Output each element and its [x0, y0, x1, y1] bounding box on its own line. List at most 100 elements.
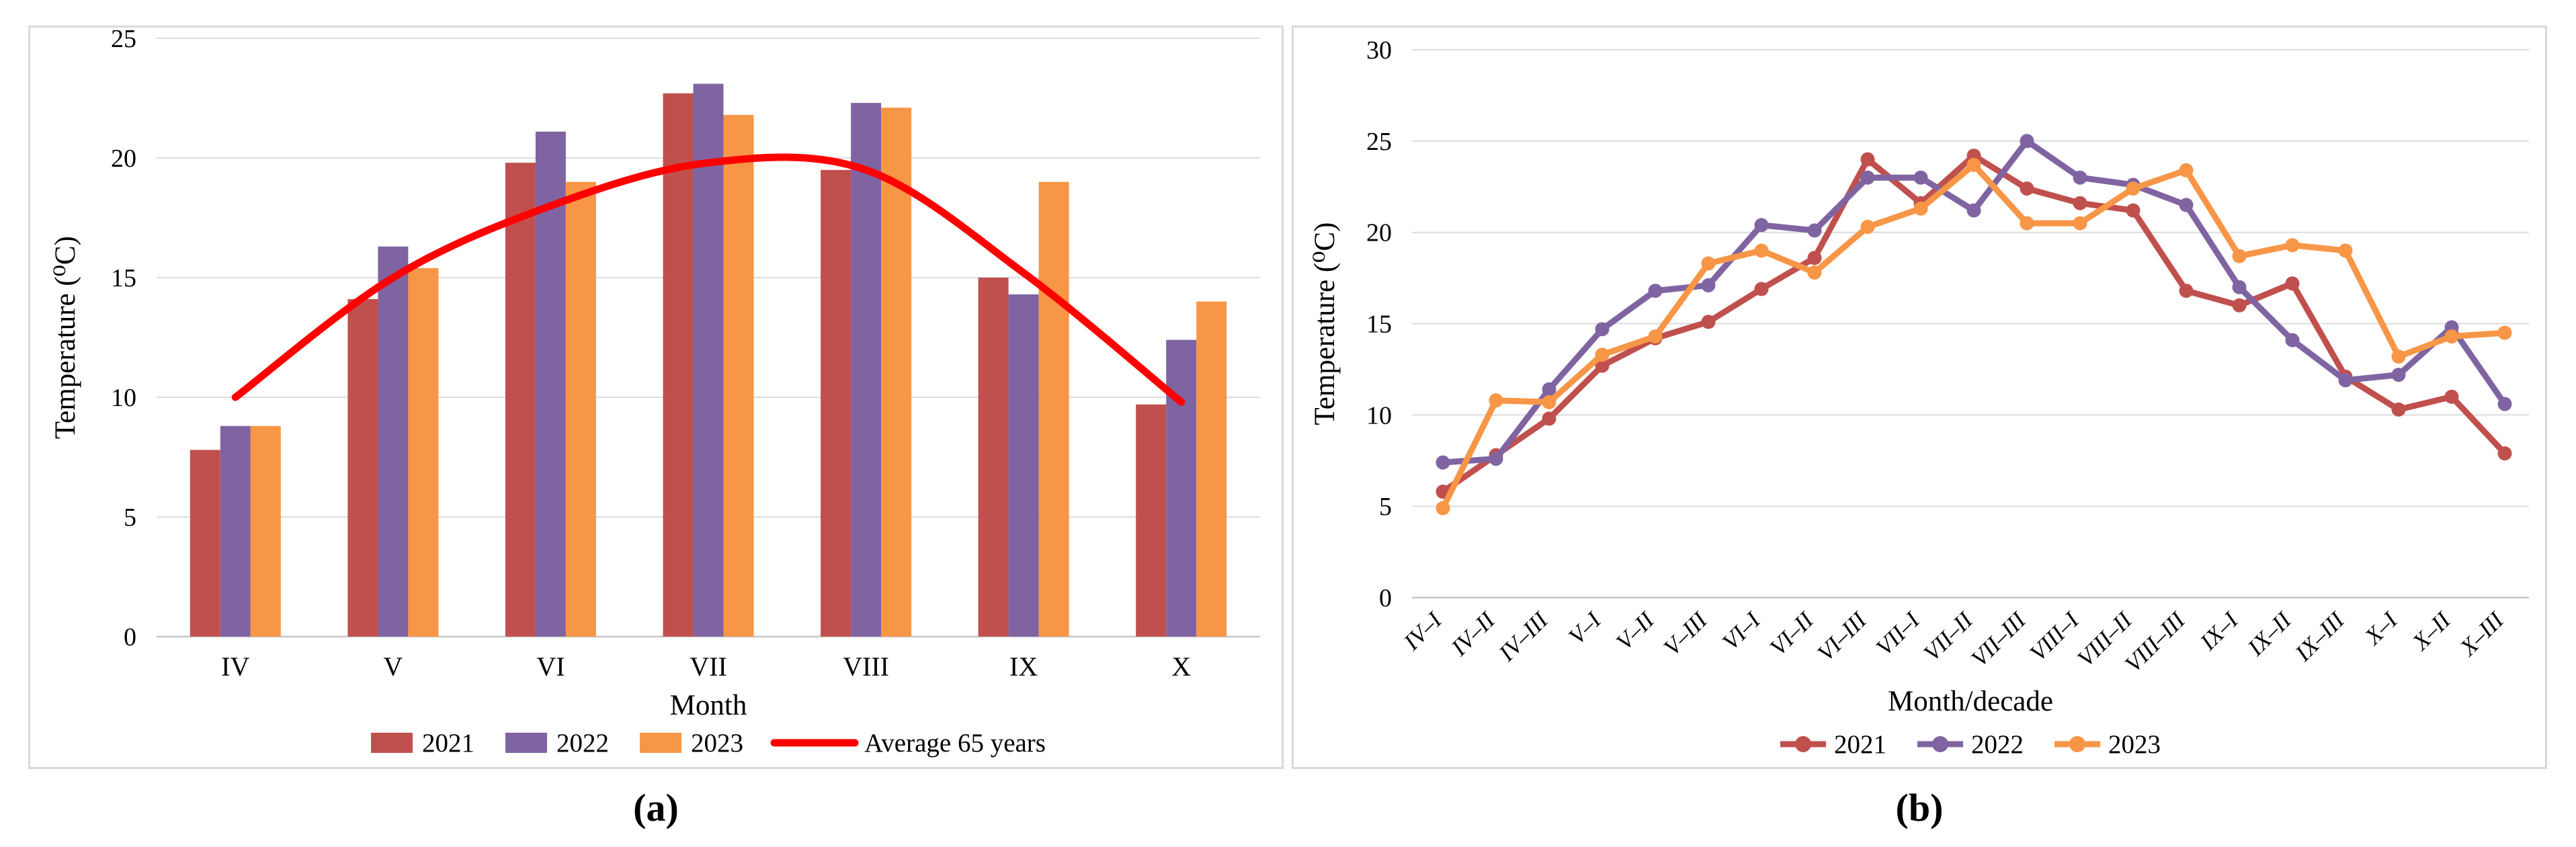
y-tick-label: 5: [124, 503, 136, 532]
y-tick-label: 15: [1366, 311, 1392, 339]
x-tick-label: V–I: [1563, 606, 1607, 649]
marker-2022-VII–II: [1966, 203, 1981, 218]
marker-2023-X–III: [2497, 325, 2512, 340]
marker-2023-V–III: [1701, 256, 1716, 271]
x-tick-label: VII–I: [1871, 606, 1925, 660]
bar-2022-V: [378, 246, 409, 637]
x-tick-label: VIII: [843, 651, 889, 682]
marker-2023-IV–I: [1436, 501, 1450, 516]
y-axis-title: Temperature (⁰C): [1309, 223, 1341, 426]
legend-label-2021: 2021: [1834, 730, 1886, 759]
marker-2023-IV–III: [1542, 395, 1556, 409]
marker-2022-V–III: [1701, 278, 1716, 292]
legend-label-Average 65 years: Average 65 years: [864, 729, 1046, 758]
marker-2023-X–II: [2444, 329, 2459, 344]
bar-2021-VI: [505, 163, 536, 637]
legend-item-2023: 2023: [2054, 730, 2161, 759]
marker-2023-VIII–III: [2179, 163, 2194, 177]
marker-2022-V–II: [1648, 284, 1663, 298]
x-tick-label: VI: [536, 651, 565, 682]
x-tick-label: VII–III: [1966, 606, 2032, 672]
legend-swatch-2023: [640, 733, 681, 753]
bar-2023-X: [1196, 301, 1227, 637]
marker-2021-V–I: [1595, 358, 1610, 373]
marker-2023-IX–III: [2338, 243, 2353, 258]
marker-2022-VI–III: [1860, 170, 1875, 185]
marker-2023-IX–II: [2285, 238, 2300, 253]
caption-b: (b): [1895, 786, 1944, 830]
marker-2021-V–III: [1701, 315, 1716, 329]
marker-2022-IX–II: [2285, 333, 2300, 348]
y-tick-label: 10: [111, 384, 136, 412]
bar-2021-VII: [663, 93, 694, 637]
marker-2021-X–II: [2444, 389, 2459, 404]
marker-2022-IV–I: [1436, 455, 1450, 470]
x-tick-label: X–III: [2454, 606, 2509, 661]
x-axis-title: Month: [670, 690, 747, 721]
legend-label-2023: 2023: [691, 729, 743, 758]
panel-b: 0 5 10 15 20 25 30 IV–I IV–II IV–III V–I V–II V–III V…: [1292, 26, 2547, 769]
marker-2022-IV–III: [1542, 382, 1556, 397]
bar-2023-IV: [250, 426, 281, 637]
x-tick-label: VI–III: [1813, 606, 1873, 666]
y-tick-label: 25: [111, 28, 136, 53]
legend-swatch-marker-2021: [1795, 736, 1811, 752]
marker-2021-IV–III: [1542, 411, 1556, 426]
y-tick-label: 0: [124, 623, 136, 651]
x-tick-label: VI–II: [1765, 606, 1819, 660]
marker-2022-IX–I: [2232, 280, 2247, 294]
line-2022: [1442, 138, 2507, 466]
marker-2023-VII–II: [1966, 157, 1981, 172]
marker-2022-VII–I: [1913, 170, 1928, 185]
marker-2022-IX–III: [2338, 373, 2353, 388]
marker-2021-VII–III: [2020, 182, 2034, 196]
marker-2023-VI–III: [1860, 220, 1875, 234]
marker-2023-VIII–II: [2126, 182, 2141, 196]
bar-2023-IX: [1038, 182, 1069, 637]
marker-2023-VII–I: [1913, 201, 1928, 216]
x-tick-label: V–III: [1659, 606, 1713, 660]
x-tick-label: IX–I: [2194, 606, 2244, 655]
marker-2022-VIII–I: [2073, 170, 2087, 185]
marker-2023-V–I: [1595, 348, 1610, 362]
marker-2021-VI–I: [1754, 282, 1769, 296]
marker-2022-IV–II: [1489, 452, 1503, 466]
y-tick-label: 30: [1366, 36, 1392, 65]
legend-label-2023: 2023: [2108, 730, 2161, 759]
marker-2022-V–I: [1595, 322, 1610, 337]
legend-swatch-2021: [371, 733, 413, 753]
x-tick-label: X–II: [2407, 606, 2457, 656]
marker-2023-IX–I: [2232, 249, 2247, 264]
marker-2021-IX–II: [2285, 276, 2300, 291]
y-axis-title: Temperature (⁰C): [50, 236, 81, 439]
marker-2021-IX–I: [2232, 298, 2247, 313]
y-tick-label: 0: [1379, 584, 1392, 612]
legend-item-2021: 2021: [371, 729, 474, 758]
marker-2022-VIII–III: [2179, 198, 2194, 212]
x-tick-label: VIII–III: [2120, 606, 2191, 677]
x-tick-label: IV–III: [1493, 606, 1554, 666]
bar-2023-V: [408, 268, 439, 637]
bar-2023-VII: [723, 114, 754, 637]
marker-2021-X–I: [2391, 402, 2406, 417]
y-tick-label: 25: [1366, 128, 1392, 156]
bar-2023-VIII: [881, 108, 912, 637]
legend: 2021 2022 2023: [1780, 730, 2161, 759]
x-tick-label: X: [1171, 651, 1191, 682]
marker-2023-V–II: [1648, 329, 1663, 344]
legend-label-2022: 2022: [1971, 730, 2024, 759]
x-tick-label: IX–II: [2242, 606, 2297, 661]
marker-2021-X–III: [2497, 446, 2512, 460]
marker-2023-IV–II: [1489, 393, 1503, 408]
x-tick-label: X–I: [2359, 606, 2403, 650]
legend-item-2021: 2021: [1780, 730, 1886, 759]
marker-2022-X–III: [2497, 397, 2512, 411]
marker-2023-X–I: [2391, 349, 2406, 364]
x-tick-label: IX–III: [2290, 606, 2350, 666]
bar-2021-X: [1136, 404, 1167, 637]
bar-2022-VII: [693, 83, 724, 637]
x-tick-label: IX: [1009, 651, 1038, 682]
marker-2022-VI–I: [1754, 218, 1769, 233]
y-tick-label: 5: [1379, 493, 1392, 521]
